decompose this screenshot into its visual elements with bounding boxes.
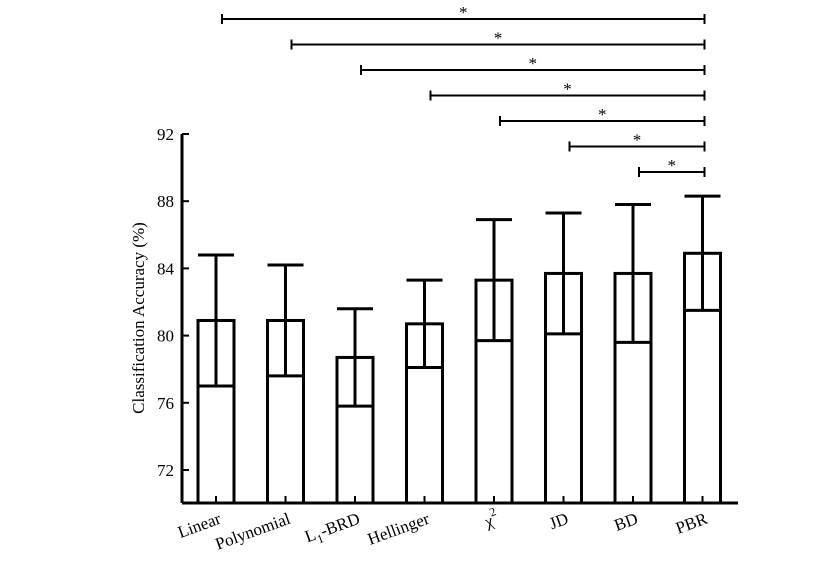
bars xyxy=(196,194,722,505)
y-tick-label: 80 xyxy=(157,327,174,346)
x-tick-label-4: χ2 xyxy=(479,504,501,532)
x-tick-label-1: Polynomial xyxy=(213,509,293,554)
x-tick-label-6: BD xyxy=(612,509,641,535)
significance-star-0: * xyxy=(459,3,468,22)
x-tick-label-3: Hellinger xyxy=(365,509,432,549)
y-tick-label: 92 xyxy=(157,125,174,144)
significance-star-4: * xyxy=(598,105,607,124)
y-axis-label: Classification Accuracy (%) xyxy=(129,222,148,414)
significance-star-3: * xyxy=(563,80,572,99)
significance-star-5: * xyxy=(633,131,642,150)
y-tick-label: 76 xyxy=(157,394,174,413)
axes xyxy=(180,134,738,505)
significance-brackets: * * * * * * * xyxy=(221,3,706,177)
significance-star-1: * xyxy=(494,29,503,48)
x-tick-label-2: L1-BRD xyxy=(302,509,363,550)
significance-star-2: * xyxy=(529,54,538,73)
significance-star-6: * xyxy=(668,156,677,175)
y-tick-label: 72 xyxy=(157,461,174,480)
y-tick-label: 84 xyxy=(157,259,175,278)
y-tick-label: 88 xyxy=(157,192,174,211)
x-tick-label-7: PBR xyxy=(673,509,710,538)
y-ticks: 72 76 80 84 88 92 xyxy=(157,125,189,480)
x-tick-label-5: JD xyxy=(547,509,571,533)
